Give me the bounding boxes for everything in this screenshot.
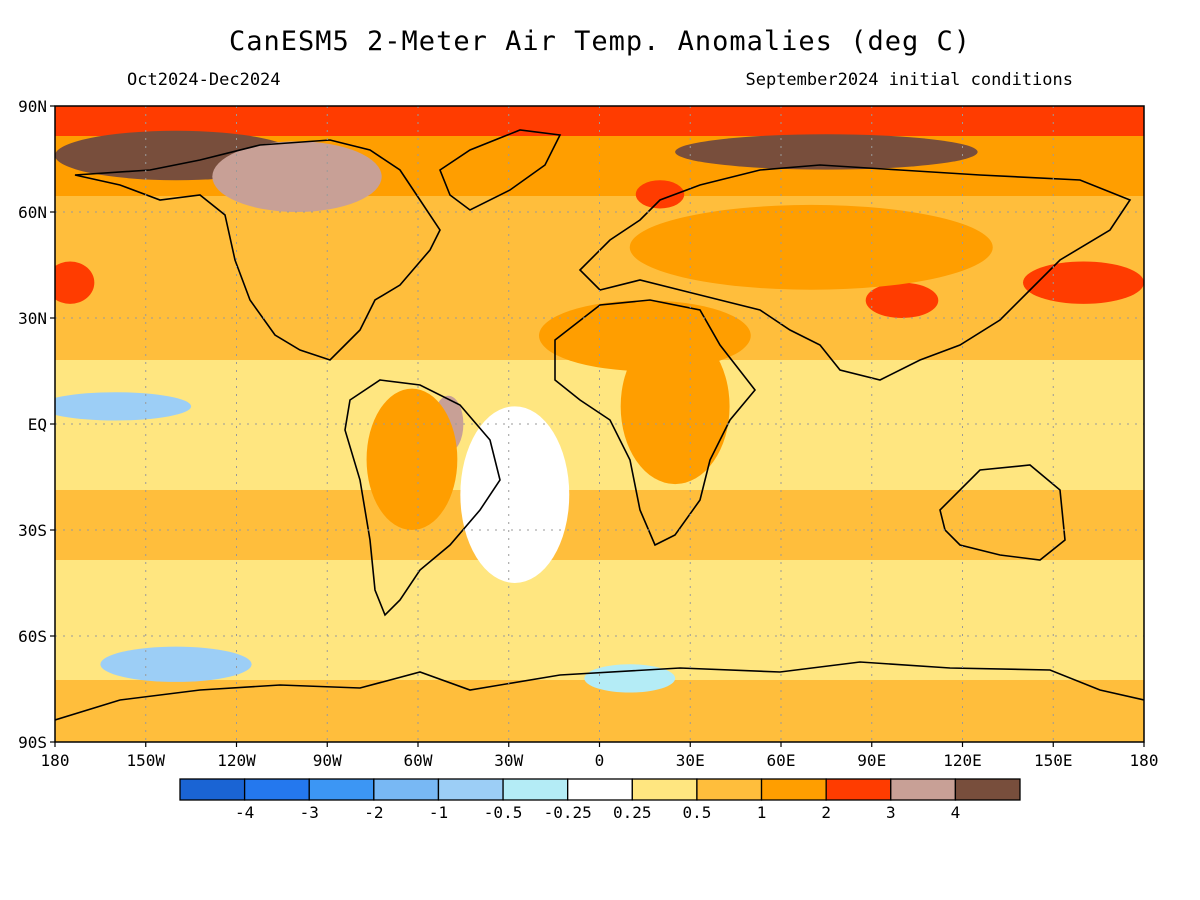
africa-outline xyxy=(554,299,757,547)
lon-tick-label: 150W xyxy=(126,751,165,770)
lon-tick-label: 30W xyxy=(494,751,523,770)
coastlines xyxy=(55,129,1144,721)
lat-tick-label: 60N xyxy=(18,203,47,222)
anomaly-region-2 xyxy=(675,134,978,170)
australia-outline xyxy=(939,464,1066,561)
lon-tick-label: 150E xyxy=(1034,751,1073,770)
map-field xyxy=(55,106,1144,742)
lat-tick-label: EQ xyxy=(28,415,47,434)
anomaly-region-10 xyxy=(539,300,751,371)
lon-tick-label: 60W xyxy=(404,751,433,770)
lon-tick-label: 180 xyxy=(41,751,70,770)
anomaly-region-15 xyxy=(460,406,570,583)
lon-tick-label: 180 xyxy=(1130,751,1159,770)
lat-tick-label: 30N xyxy=(18,309,47,328)
lat-tick-label: 90N xyxy=(18,97,47,116)
lon-tick-label: 90W xyxy=(313,751,342,770)
initial-conditions: September2024 initial conditions xyxy=(745,70,1073,90)
anomaly-region-6 xyxy=(55,261,95,304)
legend-label: 1 xyxy=(757,803,767,822)
legend-label: -3 xyxy=(300,803,319,822)
anomaly-region-13 xyxy=(100,646,252,682)
eurasia-outline xyxy=(578,164,1132,381)
legend-swatch xyxy=(308,778,375,801)
lon-tick-label: 60E xyxy=(767,751,796,770)
forecast-period: Oct2024-Dec2024 xyxy=(127,70,281,90)
lon-tick-label: 120E xyxy=(943,751,982,770)
tropical-band xyxy=(55,360,1144,490)
map-title: CanESM5 2-Meter Air Temp. Anomalies (deg… xyxy=(229,26,971,57)
lon-tick-label: 90E xyxy=(857,751,886,770)
anomaly-region-4 xyxy=(865,282,939,319)
legend-label: 4 xyxy=(951,803,961,822)
anomaly-region-14 xyxy=(584,664,676,693)
lat-tick-label: 90S xyxy=(18,733,47,752)
anomaly-region-3 xyxy=(635,180,685,209)
legend-label: -0.25 xyxy=(544,803,592,822)
legend-label: -4 xyxy=(235,803,254,822)
legend-swatch xyxy=(696,778,763,801)
anomaly-regions xyxy=(55,130,1144,693)
lon-tick-label: 120W xyxy=(217,751,256,770)
legend-swatch xyxy=(243,778,310,801)
legend-label: -0.5 xyxy=(484,803,523,822)
lat-tick-label: 30S xyxy=(18,521,47,540)
lon-tick-label: 30E xyxy=(676,751,705,770)
legend-label: -1 xyxy=(429,803,448,822)
lat-tick-label: 60S xyxy=(18,627,47,646)
legend-label: 0.5 xyxy=(682,803,711,822)
legend-label: 2 xyxy=(821,803,831,822)
south-america-outline xyxy=(344,379,501,617)
legend-swatch xyxy=(890,778,957,801)
anomaly-region-8 xyxy=(366,388,458,530)
legend-label: -2 xyxy=(364,803,383,822)
anomaly-region-12 xyxy=(55,392,192,421)
legend-swatch xyxy=(373,778,440,801)
legend-swatch xyxy=(631,778,698,801)
greenland-outline xyxy=(439,129,562,211)
legend-label: 3 xyxy=(886,803,896,822)
legend-swatch xyxy=(760,778,827,801)
legend-swatch xyxy=(954,778,1021,801)
anomaly-region-5 xyxy=(1023,261,1144,304)
anomaly-region-11 xyxy=(629,204,993,290)
legend-swatch xyxy=(567,778,633,801)
legend-swatch xyxy=(825,778,892,801)
antarctica-outline xyxy=(55,661,1144,721)
legend-swatch xyxy=(437,778,504,801)
lon-tick-label: 0 xyxy=(595,751,605,770)
color-legend: -4 -3 -2 -1 -0.5 -0.25 0.25 0.5 1 2 3 4 xyxy=(179,778,1021,822)
anomaly-region-1 xyxy=(212,141,382,212)
legend-swatch xyxy=(502,778,569,801)
graticule xyxy=(55,106,1144,742)
legend-label: 0.25 xyxy=(613,803,652,822)
north-america-outline xyxy=(74,139,441,361)
legend-swatch xyxy=(179,778,246,801)
